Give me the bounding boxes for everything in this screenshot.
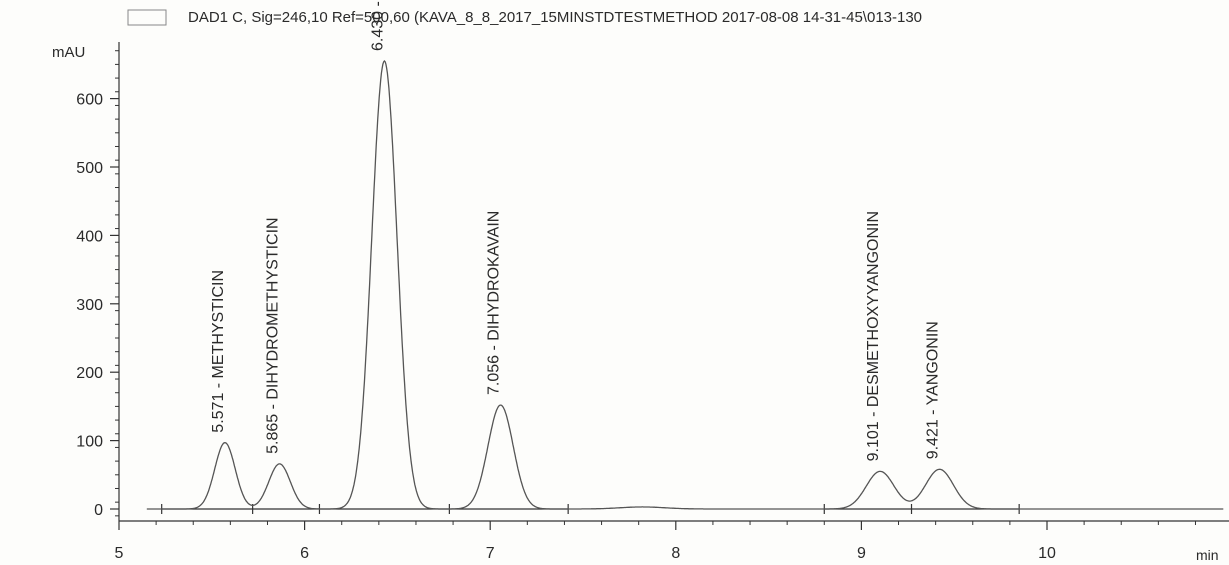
y-tick-label: 500	[76, 160, 103, 177]
x-tick-label: 6	[300, 545, 309, 562]
x-tick-label: 5	[115, 545, 124, 562]
peak-label: 5.865 - DIHYDROMETHYSTICIN	[265, 217, 282, 453]
x-tick-label: 7	[486, 545, 495, 562]
y-tick-label: 600	[76, 92, 103, 109]
y-tick-label: 200	[76, 365, 103, 382]
signal-trace	[146, 60, 1224, 510]
peak-label: 5.571 - METHYSTICIN	[210, 270, 227, 433]
x-tick-label: 9	[857, 545, 866, 562]
legend-text: DAD1 C, Sig=246,10 Ref=500,60 (KAVA_8_8_…	[188, 9, 922, 26]
y-axis-label: mAU	[52, 44, 85, 61]
peak-label: 9.101 - DESMETHOXYYANGONIN	[865, 211, 882, 461]
y-tick-label: 400	[76, 228, 103, 245]
y-tick-label: 0	[94, 502, 103, 519]
peak-label: 6.430 - KAVAIN	[369, 0, 386, 51]
x-tick-label: 10	[1038, 545, 1056, 562]
peak-label: 7.056 - DIHYDROKAVAIN	[486, 211, 503, 395]
peak-labels: 5.571 - METHYSTICIN 5.865 - DIHYDROMETHYS…	[210, 0, 942, 461]
y-tick-label: 300	[76, 297, 103, 314]
x-axis-label: min	[1196, 547, 1219, 563]
x-tick-label: 8	[671, 545, 680, 562]
y-tick-label: 100	[76, 434, 103, 451]
axes: 0 100 200 300 400 500 600 5 6 7 8 9 10	[76, 42, 1229, 562]
peak-label: 9.421 - YANGONIN	[925, 321, 942, 459]
legend-swatch	[127, 9, 167, 26]
